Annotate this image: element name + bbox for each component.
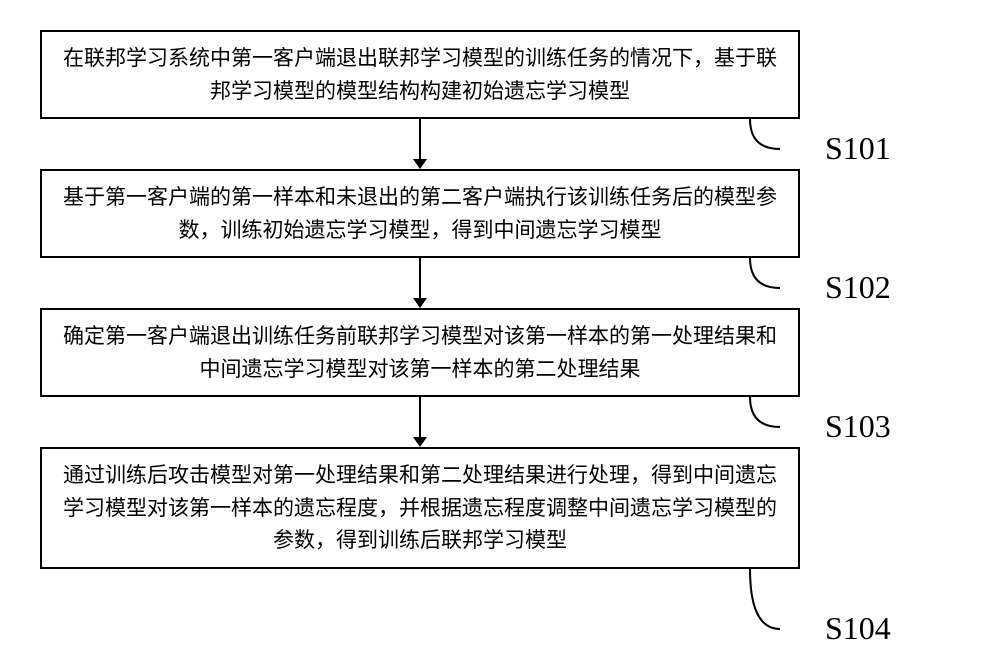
flowchart-box-text: 通过训练后攻击模型对第一处理结果和第二处理结果进行处理，得到中间遗忘学习模型对该… — [60, 459, 780, 557]
flowchart-box: 通过训练后攻击模型对第一处理结果和第二处理结果进行处理，得到中间遗忘学习模型对该… — [40, 447, 800, 569]
flowchart-box: 确定第一客户端退出训练任务前联邦学习模型对该第一样本的第一处理结果和中间遗忘学习… — [40, 308, 800, 397]
flowchart-step: 通过训练后攻击模型对第一处理结果和第二处理结果进行处理，得到中间遗忘学习模型对该… — [40, 447, 960, 569]
step-label: S102 — [825, 269, 891, 306]
flowchart-step: 在联邦学习系统中第一客户端退出联邦学习模型的训练任务的情况下，基于联邦学习模型的… — [40, 30, 960, 119]
step-label: S103 — [825, 408, 891, 445]
arrow-down-icon — [410, 397, 430, 447]
flowchart-box-text: 基于第一客户端的第一样本和未退出的第二客户端执行该训练任务后的模型参数，训练初始… — [60, 181, 780, 246]
arrow-down-icon — [410, 119, 430, 169]
flowchart-step: 确定第一客户端退出训练任务前联邦学习模型对该第一样本的第一处理结果和中间遗忘学习… — [40, 308, 960, 397]
flowchart-box-text: 确定第一客户端退出训练任务前联邦学习模型对该第一样本的第一处理结果和中间遗忘学习… — [60, 320, 780, 385]
step-label: S104 — [825, 610, 891, 647]
flowchart-step: 基于第一客户端的第一样本和未退出的第二客户端执行该训练任务后的模型参数，训练初始… — [40, 169, 960, 258]
flowchart-box: 在联邦学习系统中第一客户端退出联邦学习模型的训练任务的情况下，基于联邦学习模型的… — [40, 30, 800, 119]
flowchart-container: 在联邦学习系统中第一客户端退出联邦学习模型的训练任务的情况下，基于联邦学习模型的… — [40, 30, 960, 569]
arrow-down-icon — [410, 258, 430, 308]
flowchart-box-text: 在联邦学习系统中第一客户端退出联邦学习模型的训练任务的情况下，基于联邦学习模型的… — [60, 42, 780, 107]
step-label: S101 — [825, 130, 891, 167]
flowchart-box: 基于第一客户端的第一样本和未退出的第二客户端执行该训练任务后的模型参数，训练初始… — [40, 169, 800, 258]
